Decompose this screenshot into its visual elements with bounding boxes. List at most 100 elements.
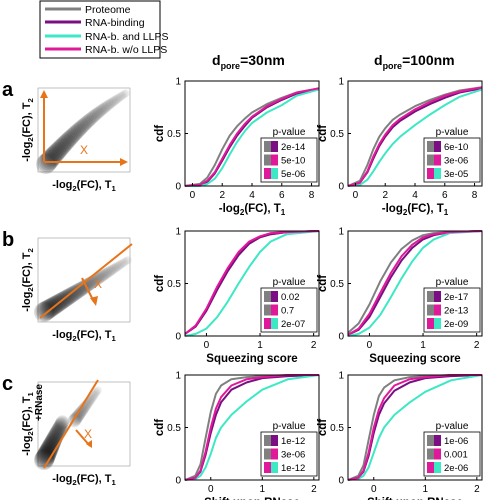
density-blob <box>108 263 119 274</box>
pvalue-text: 2e-09 <box>444 319 468 330</box>
density-blob <box>111 262 122 272</box>
density-blob <box>120 257 130 266</box>
pvalue-swatch-left <box>427 435 434 446</box>
density-blob <box>114 93 124 103</box>
density-blob <box>78 116 93 131</box>
cdf-line-rna-b-w-o-llps <box>184 374 319 481</box>
density-blob <box>67 284 84 301</box>
cdf-panel-b-1: 0 0.5 1 0 1 2 cdf Squeezing score p-value 0.02 0.7… <box>154 227 320 365</box>
density-blob <box>93 271 106 284</box>
legend-label-rna-binding: RNA-binding <box>85 17 145 29</box>
y-tick-label: 0.5 <box>167 423 181 434</box>
pvalue-swatch-right <box>434 291 441 302</box>
schematic-x-label: -log2(FC), T1 <box>52 473 116 487</box>
density-blob <box>119 258 129 267</box>
density-blob <box>87 392 98 402</box>
density-blob <box>34 302 54 322</box>
pvalue-text: 6e-10 <box>444 142 468 153</box>
density-blob <box>81 114 95 129</box>
y-axis-label: cdf <box>154 275 166 292</box>
cdf-line-proteome <box>184 87 320 187</box>
density-blob <box>37 300 57 321</box>
x-tick-label: 0 <box>190 190 196 201</box>
cdf-panel-a-2: 0 0.5 1 0 2 4 6 8 cdf -log2(FC), T1 p-value 6e-10 3e… <box>317 77 483 217</box>
y-tick-label: 0.5 <box>330 423 344 434</box>
pvalue-swatch-right <box>271 291 278 302</box>
pvalue-swatch-left <box>427 318 434 329</box>
pvalue-swatch-left <box>427 168 434 179</box>
y-tick-label: 0 <box>338 332 344 343</box>
density-blob <box>95 104 108 116</box>
y-tick-label: 1 <box>175 77 181 88</box>
row-letter-a: a <box>2 79 14 101</box>
schematic-y-label: -log2(FC), T1 <box>21 392 35 456</box>
density-blob <box>94 105 107 118</box>
y-tick-label: 1 <box>338 371 344 382</box>
pvalue-swatch-right <box>271 141 278 152</box>
density-blob <box>88 109 102 122</box>
pvalue-swatch-right <box>271 304 278 316</box>
density-blob <box>96 270 109 282</box>
cdf-line-rna-b-w-o-llps <box>184 230 320 335</box>
legend-label-llps: RNA-b. and LLPS <box>85 31 168 43</box>
pvalue-swatch-right <box>271 154 278 166</box>
density-blob <box>36 446 56 467</box>
x-tick-label: 4 <box>249 190 255 201</box>
pvalue-swatch-right <box>271 318 278 329</box>
cdf-line-rna-b-w-o-llps <box>184 87 320 187</box>
y-tick-label: 1 <box>338 77 344 88</box>
x-axis-label: -log2(FC), T1 <box>219 203 286 217</box>
pvalue-swatch-left <box>427 154 434 166</box>
schematic-a: X -log2(FC), T1 -log2(FC), T2 <box>21 87 131 193</box>
density-blob <box>48 427 64 443</box>
row-letter-b: b <box>2 229 14 251</box>
density-blob <box>60 130 78 148</box>
density-blob <box>49 425 65 441</box>
density-blob <box>111 94 122 105</box>
pvalue-swatch-left <box>427 304 434 316</box>
pvalue-title: p-value <box>436 421 469 432</box>
density-blob <box>66 125 83 142</box>
density-blob <box>90 389 100 398</box>
row-c: cX-log2(FC), T1-log2(FC), T1 +RNase00.510… <box>2 371 483 500</box>
pvalue-text: 5e-10 <box>281 156 305 167</box>
density-blob <box>110 95 120 106</box>
y-axis-label: cdf <box>317 275 329 292</box>
density-blob <box>37 444 57 464</box>
pvalue-swatch-right <box>271 435 278 446</box>
x-tick-label: 2 <box>382 190 388 201</box>
pvalue-swatch-right <box>434 435 441 446</box>
density-blob <box>105 98 117 109</box>
density-blob <box>91 272 105 285</box>
y-tick-label: 0 <box>175 332 181 343</box>
density-blob <box>54 136 73 154</box>
x-tick-label: 2 <box>311 340 317 351</box>
cdf-line-rna-b-and-llps <box>184 374 320 481</box>
pvalue-swatch-left <box>264 154 271 166</box>
arrow-label-x: X <box>84 427 92 441</box>
pvalue-swatch-right <box>271 448 278 460</box>
density-blob <box>62 287 80 304</box>
pvalue-swatch-left <box>264 168 271 179</box>
pvalue-swatch-right <box>434 462 441 473</box>
density-blob <box>101 267 113 279</box>
pvalue-swatch-left <box>427 141 434 152</box>
arrow-x-perp-head <box>90 296 98 306</box>
pvalue-swatch-right <box>434 141 441 152</box>
density-blob <box>50 140 69 159</box>
x-tick-label: 1 <box>423 484 429 495</box>
density-blob <box>122 89 130 98</box>
density-blob <box>62 129 79 147</box>
row-b: b X -log2(FC), T1 -log2(FC), T2 0 0.5 1 0 1 2 cdf S… <box>2 227 483 365</box>
legend-label-proteome: Proteome <box>85 4 131 16</box>
density-blob <box>76 117 92 132</box>
density-blob <box>88 391 98 401</box>
density-blob <box>50 423 66 440</box>
schematic-c: X-log2(FC), T1-log2(FC), T1 +RNase <box>21 379 131 487</box>
cdf-line-rna-b-w-o-llps <box>347 230 483 336</box>
density-blob <box>117 91 127 101</box>
pvalue-text: 1e-12 <box>281 463 305 474</box>
x-axis-label: Shift upon RNase <box>204 497 300 500</box>
density-blob <box>69 284 85 300</box>
